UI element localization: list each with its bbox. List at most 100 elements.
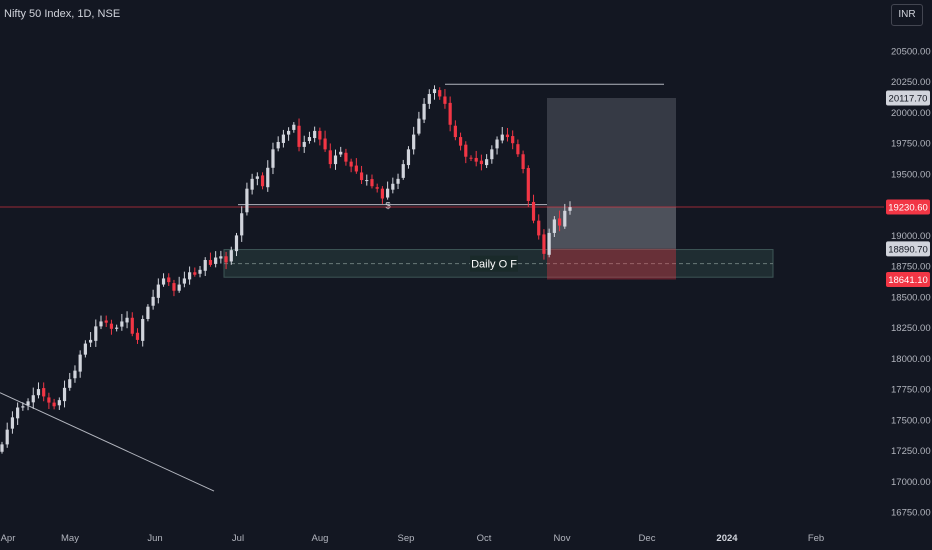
candle-body (16, 407, 20, 419)
candle-body (458, 137, 463, 146)
candle-body (318, 130, 322, 140)
candle-body (36, 389, 41, 396)
candle-body (109, 323, 114, 329)
candle-body (224, 256, 228, 263)
candle (531, 194, 536, 224)
candle (276, 136, 280, 152)
candle-body (271, 149, 275, 168)
candle-body (151, 296, 155, 306)
candle-body (172, 283, 176, 291)
price-label: 20117.70 (886, 90, 930, 106)
candle-body (135, 332, 140, 340)
candle (401, 159, 405, 180)
target-box[interactable] (547, 97, 676, 208)
candle-body (417, 118, 421, 134)
candle-body (276, 141, 280, 149)
candle (182, 271, 186, 288)
candle (375, 183, 379, 193)
candle-body (537, 220, 541, 236)
candle (328, 143, 332, 169)
candle-body (422, 103, 426, 120)
candle-body (391, 183, 395, 190)
x-tick-label: Sep (398, 533, 415, 544)
candle-body (73, 370, 77, 379)
candle-body (375, 187, 379, 189)
candle-body (500, 134, 504, 141)
candle (432, 85, 437, 100)
candle (365, 174, 369, 186)
candle (88, 332, 93, 348)
candle (73, 365, 77, 383)
candle-body (260, 175, 265, 187)
price-label-text: 18641.10 (888, 275, 928, 286)
candle-body (78, 354, 82, 372)
symbol-title: Nifty 50 Index, 1D, NSE (4, 8, 121, 20)
candle (552, 216, 556, 237)
drawings-layer: Daily O F $ (0, 83, 884, 492)
candle (412, 126, 416, 155)
price-label-text: 19230.60 (888, 203, 928, 214)
candle (31, 387, 35, 409)
candle (214, 251, 218, 268)
candle-body (495, 139, 499, 149)
candle-body (448, 102, 452, 125)
stop-box[interactable] (547, 248, 676, 280)
entry-box[interactable] (547, 207, 676, 249)
candle (448, 96, 452, 132)
candle (557, 210, 562, 232)
candle-body (26, 401, 30, 406)
price-label-text: 18890.70 (888, 244, 928, 255)
candles-layer (0, 85, 572, 454)
candle-body (386, 188, 390, 198)
candle-body (208, 259, 213, 265)
candle (318, 127, 322, 146)
candle-body (365, 180, 369, 182)
candle (109, 319, 114, 335)
candle-body (47, 397, 51, 403)
time-scale[interactable]: Apr May Jun Jul Aug Sep Oct Nov Dec 2024 Feb (1, 533, 825, 544)
candle-body (557, 218, 562, 226)
candle-body (370, 179, 374, 187)
candle (16, 402, 20, 425)
candle-body (344, 152, 348, 162)
candle (193, 267, 197, 277)
candle (130, 312, 134, 337)
trendline[interactable] (0, 392, 215, 492)
candle (255, 172, 259, 186)
x-tick-label: Apr (1, 533, 16, 544)
candle-body (526, 168, 530, 201)
candle (427, 89, 431, 109)
currency-button[interactable]: INR (891, 4, 923, 26)
price-label-bg (886, 90, 930, 106)
candle-body (240, 213, 244, 236)
zone-label: Daily O F (471, 259, 517, 271)
candle (57, 397, 61, 410)
candle-body (485, 159, 489, 166)
candle (453, 120, 457, 141)
candle (490, 145, 494, 164)
candle (146, 304, 150, 322)
price-label: 18641.10 (886, 272, 930, 288)
candle (542, 229, 546, 260)
candle (370, 174, 374, 189)
candle-body (125, 317, 129, 323)
price-scale[interactable]: 16750.00 17000.00 17250.00 17500.00 17750.00… (891, 47, 931, 519)
candle-body (521, 154, 525, 170)
candle (219, 250, 223, 264)
candle-body (552, 219, 556, 233)
candle (208, 252, 213, 267)
y-tick-label: 19750.00 (891, 139, 931, 150)
candle (234, 232, 239, 257)
candle-body (62, 387, 67, 402)
candle (505, 127, 510, 142)
candle (21, 402, 25, 411)
candle (406, 146, 411, 169)
candle-body (453, 125, 457, 138)
candle-body (406, 149, 411, 166)
candle-body (229, 250, 233, 262)
candle-body (141, 318, 145, 341)
candle (177, 276, 181, 293)
candle-body (245, 188, 249, 213)
candle-body (266, 167, 270, 188)
